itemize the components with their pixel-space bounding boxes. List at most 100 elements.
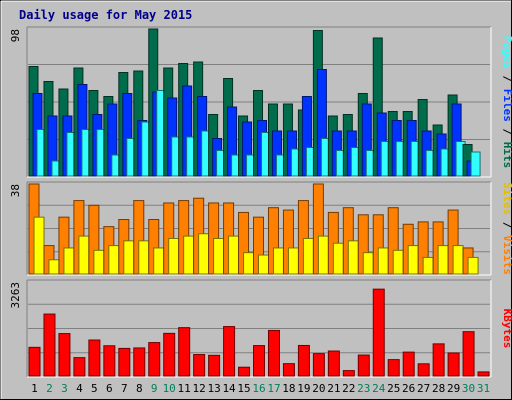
chart-title: Daily usage for May 2015 <box>19 8 192 22</box>
bar-kbytes-day-17 <box>267 329 280 377</box>
bar-kbytes-day-26 <box>402 351 415 377</box>
bar-sites-day-25 <box>392 249 404 275</box>
series-legend: Sites / Visits <box>501 182 512 275</box>
legend-sites: Sites <box>501 182 512 215</box>
day-label-3: 3 <box>61 382 68 395</box>
legend-hits: Hits <box>501 142 512 169</box>
bar-sites-day-16 <box>258 254 270 275</box>
bar-kbytes-day-19 <box>297 344 310 377</box>
bar-sites-day-4 <box>78 235 90 275</box>
bar-sites-day-2 <box>48 259 60 275</box>
legend-separator: / <box>501 122 512 142</box>
bar-sites-day-3 <box>63 247 75 275</box>
day-label-26: 26 <box>402 382 415 395</box>
day-label-30: 30 <box>462 382 475 395</box>
day-label-6: 6 <box>106 382 113 395</box>
day-label-11: 11 <box>178 382 191 395</box>
bar-kbytes-day-6 <box>103 345 116 377</box>
bar-sites-day-23 <box>362 252 374 275</box>
day-label-1: 1 <box>31 382 38 395</box>
day-label-17: 17 <box>267 382 280 395</box>
bar-sites-day-10 <box>168 237 180 275</box>
panel-1: 98 Pages / Files / Hits <box>9 26 512 178</box>
bar-kbytes-day-3 <box>58 333 71 377</box>
day-label-13: 13 <box>207 382 220 395</box>
bar-kbytes-day-1 <box>28 346 41 377</box>
bar-kbytes-day-4 <box>73 357 86 377</box>
day-label-5: 5 <box>91 382 98 395</box>
bar-kbytes-day-21 <box>327 350 340 377</box>
panel-3: 3263 KBytes <box>9 279 512 378</box>
bar-kbytes-day-24 <box>372 288 385 377</box>
legend-separator: / <box>501 215 512 235</box>
bar-sites-day-8 <box>138 240 150 275</box>
bar-sites-day-30 <box>467 256 479 275</box>
bar-kbytes-day-27 <box>417 363 430 377</box>
bar-pages-day-30 <box>470 151 481 177</box>
bar-kbytes-day-5 <box>88 339 101 377</box>
bar-kbytes-day-11 <box>178 327 191 377</box>
day-label-15: 15 <box>237 382 250 395</box>
axis-max-label: 38 <box>9 184 22 197</box>
series-legend: KBytes <box>501 309 512 349</box>
axis-max-label: 98 <box>9 29 22 42</box>
bar-sites-day-12 <box>198 233 210 275</box>
bar-sites-day-21 <box>332 242 344 275</box>
legend-visits: Visits <box>501 235 512 275</box>
day-label-18: 18 <box>282 382 295 395</box>
bar-kbytes-day-9 <box>148 342 161 377</box>
day-label-24: 24 <box>372 382 386 395</box>
bar-kbytes-day-14 <box>223 326 236 377</box>
day-label-31: 31 <box>477 382 490 395</box>
bar-kbytes-day-18 <box>282 363 295 377</box>
bar-kbytes-day-7 <box>118 347 131 377</box>
bar-kbytes-day-31 <box>477 371 490 377</box>
bar-kbytes-day-30 <box>462 331 475 377</box>
bar-sites-day-29 <box>452 245 464 275</box>
bar-sites-day-18 <box>287 247 299 275</box>
panel-2: 38 Sites / Visits <box>9 181 512 276</box>
day-label-12: 12 <box>193 382 206 395</box>
bar-sites-day-1 <box>33 216 45 275</box>
day-label-16: 16 <box>252 382 265 395</box>
day-label-2: 2 <box>46 382 53 395</box>
day-label-27: 27 <box>417 382 430 395</box>
bar-kbytes-day-29 <box>447 352 460 377</box>
day-label-14: 14 <box>222 382 236 395</box>
day-label-28: 28 <box>432 382 445 395</box>
day-label-21: 21 <box>327 382 340 395</box>
legend-pages: Pages <box>501 36 512 69</box>
bar-kbytes-day-10 <box>163 332 176 377</box>
bar-kbytes-day-2 <box>43 313 56 377</box>
day-label-29: 29 <box>447 382 460 395</box>
bar-kbytes-day-28 <box>432 343 445 377</box>
bar-kbytes-day-12 <box>193 354 206 377</box>
day-label-10: 10 <box>163 382 176 395</box>
legend-separator: / <box>501 69 512 89</box>
bar-sites-day-17 <box>272 247 284 275</box>
bar-sites-day-7 <box>123 240 135 275</box>
legend-files: Files <box>501 89 512 122</box>
series-legend: Pages / Files / Hits <box>501 36 512 169</box>
bar-sites-day-13 <box>213 237 225 275</box>
bar-sites-day-15 <box>243 252 255 275</box>
day-label-22: 22 <box>342 382 355 395</box>
bar-sites-day-27 <box>422 256 434 275</box>
bar-sites-day-22 <box>347 240 359 275</box>
day-label-20: 20 <box>312 382 325 395</box>
bar-kbytes-day-13 <box>208 354 221 377</box>
axis-max-label: 3263 <box>9 282 22 309</box>
bar-sites-day-28 <box>437 245 449 275</box>
day-label-9: 9 <box>151 382 158 395</box>
bar-sites-day-9 <box>153 247 165 275</box>
bar-sites-day-11 <box>183 235 195 275</box>
bar-kbytes-day-20 <box>312 353 325 377</box>
bar-sites-day-19 <box>302 237 314 275</box>
bar-sites-day-5 <box>93 249 105 275</box>
day-label-7: 7 <box>121 382 128 395</box>
day-label-4: 4 <box>76 382 83 395</box>
bar-kbytes-day-16 <box>253 345 266 377</box>
day-label-8: 8 <box>136 382 143 395</box>
bar-sites-day-20 <box>317 235 329 275</box>
